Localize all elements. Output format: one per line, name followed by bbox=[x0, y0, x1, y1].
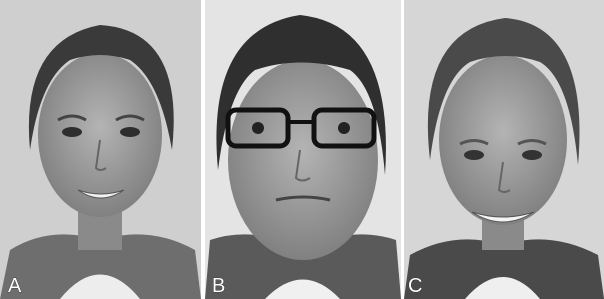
figure: A B C bbox=[0, 0, 604, 299]
panel-label: A bbox=[8, 275, 22, 297]
page: A B C (() => { const data = JSON.parse(d… bbox=[0, 0, 604, 299]
photo-c: C bbox=[404, 0, 604, 299]
panel-label: B bbox=[212, 275, 225, 297]
photo-b: B bbox=[205, 0, 401, 299]
panel-label: C bbox=[408, 275, 422, 297]
photo-a: A bbox=[0, 0, 201, 299]
